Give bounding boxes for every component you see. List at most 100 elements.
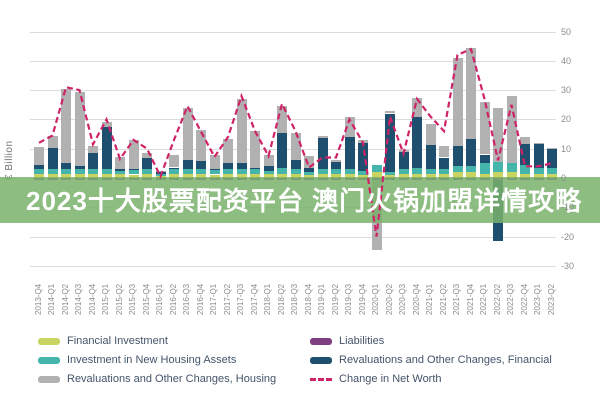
- bar-segment: [155, 173, 166, 176]
- bar-segment: [115, 169, 125, 171]
- bar-segment: [466, 139, 476, 167]
- gridline: [30, 31, 556, 33]
- bar-segment: [88, 153, 98, 170]
- y-tick-label: 40: [561, 55, 572, 66]
- x-axis-label: 2016-Q2: [168, 283, 178, 315]
- bar-segment: [479, 101, 490, 155]
- bar-segment: [182, 169, 193, 174]
- bar-segment: [263, 155, 274, 167]
- y-tick-label: 30: [561, 85, 572, 96]
- bar-segment: [520, 137, 530, 145]
- bar-segment: [317, 135, 328, 139]
- bar-segment: [34, 146, 44, 166]
- bar-segment: [533, 142, 544, 145]
- bar-segment: [304, 155, 314, 168]
- x-axis-label: 2020-Q3: [398, 283, 407, 315]
- x-axis-label: 2019-Q3: [344, 283, 353, 315]
- legend-label: Revaluations and Other Changes, Housing: [67, 373, 277, 385]
- bar-segment: [250, 130, 260, 168]
- bar-segment: [74, 169, 85, 174]
- x-axis-label: 2017-Q1: [209, 283, 218, 315]
- bar-segment: [142, 169, 152, 174]
- bar-segment: [506, 96, 517, 164]
- bar-segment: [88, 169, 98, 174]
- bar-segment: [155, 170, 166, 173]
- bar-segment: [236, 169, 247, 174]
- x-axis-label: 2019-Q1: [317, 283, 326, 315]
- bar-segment: [317, 138, 328, 170]
- bar-segment: [304, 172, 314, 175]
- bar-segment: [452, 57, 463, 146]
- bar-segment: [115, 170, 125, 174]
- gridline: [30, 90, 556, 92]
- x-axis-label: 2015-Q2: [114, 283, 124, 315]
- bar-segment: [317, 169, 328, 174]
- bar-segment: [223, 139, 233, 163]
- bar-segment: [547, 167, 557, 174]
- banner-text[interactable]: 2023十大股票配资平台 澳门火锅加盟详情攻略: [26, 186, 583, 216]
- bar-segment: [547, 148, 557, 168]
- bar-segment: [479, 154, 490, 164]
- bar-segment: [61, 88, 71, 164]
- x-axis-label: 2014-Q4: [87, 283, 97, 315]
- bar-segment: [88, 145, 98, 154]
- y-tick-label: 10: [561, 143, 572, 154]
- x-axis-label: 2020-Q2: [384, 283, 394, 315]
- bar-segment: [385, 172, 395, 175]
- bar-segment: [371, 164, 382, 173]
- bar-segment: [47, 136, 58, 148]
- legend-label: Liabilities: [339, 335, 385, 347]
- x-axis-label: 2015-Q1: [101, 283, 110, 315]
- bar-segment: [398, 152, 409, 170]
- x-axis-label: 2018-Q2: [276, 283, 286, 315]
- bar-segment: [34, 165, 44, 170]
- bar-segment: [520, 144, 530, 165]
- bar-segment: [209, 155, 220, 169]
- bar-segment: [115, 156, 125, 170]
- y-tick-label: 50: [561, 26, 572, 37]
- x-axis-label: 2015-Q3: [128, 283, 137, 315]
- legend-dash-swatch: [310, 377, 332, 381]
- bar-segment: [479, 163, 490, 174]
- y-tick-label: -20: [561, 231, 575, 242]
- bar-segment: [169, 155, 179, 168]
- bar-segment: [236, 163, 247, 170]
- x-axis-label: 2018-Q4: [303, 283, 313, 315]
- bar-segment: [290, 132, 301, 161]
- x-axis-label: 2016-Q4: [195, 283, 205, 315]
- legend-label: Change in Net Worth: [339, 373, 442, 385]
- x-axis-label: 2017-Q2: [222, 283, 232, 315]
- bar-segment: [466, 166, 476, 173]
- x-axis-label: 2015-Q4: [141, 283, 151, 315]
- x-axis-label: 2021-Q4: [465, 283, 475, 315]
- bar-segment: [263, 166, 274, 171]
- gridline: [30, 119, 556, 121]
- legend-color-swatch: [38, 337, 60, 345]
- bar-segment: [128, 168, 139, 171]
- bar-segment: [182, 108, 193, 161]
- bar-segment: [196, 169, 206, 174]
- x-axis-label: 2018-Q1: [263, 283, 272, 315]
- bar-segment: [74, 91, 85, 167]
- x-axis-label: 2021-Q3: [452, 283, 461, 315]
- y-tick-label: 20: [561, 114, 572, 125]
- legend-item: Change in Net Worth: [310, 372, 442, 386]
- y-axis-title: € Billion: [4, 140, 15, 180]
- bar-segment: [196, 129, 206, 162]
- bar-segment: [236, 98, 247, 164]
- bar-segment: [385, 110, 395, 114]
- bar-segment: [209, 170, 220, 175]
- bar-segment: [493, 107, 503, 162]
- legend-item: Financial Investment: [38, 334, 168, 348]
- bar-segment: [439, 157, 449, 170]
- chart-legend: Financial Investment Investment in New Ho…: [0, 330, 600, 394]
- bar-segment: [101, 127, 112, 170]
- x-axis-label: 2014-Q2: [60, 283, 70, 315]
- bar-segment: [34, 169, 44, 174]
- bar-segment: [47, 147, 58, 170]
- bar-segment: [385, 113, 395, 173]
- bar-segment: [290, 160, 301, 170]
- gridline: [30, 60, 556, 62]
- legend-item: Revaluations and Other Changes, Housing: [38, 372, 276, 386]
